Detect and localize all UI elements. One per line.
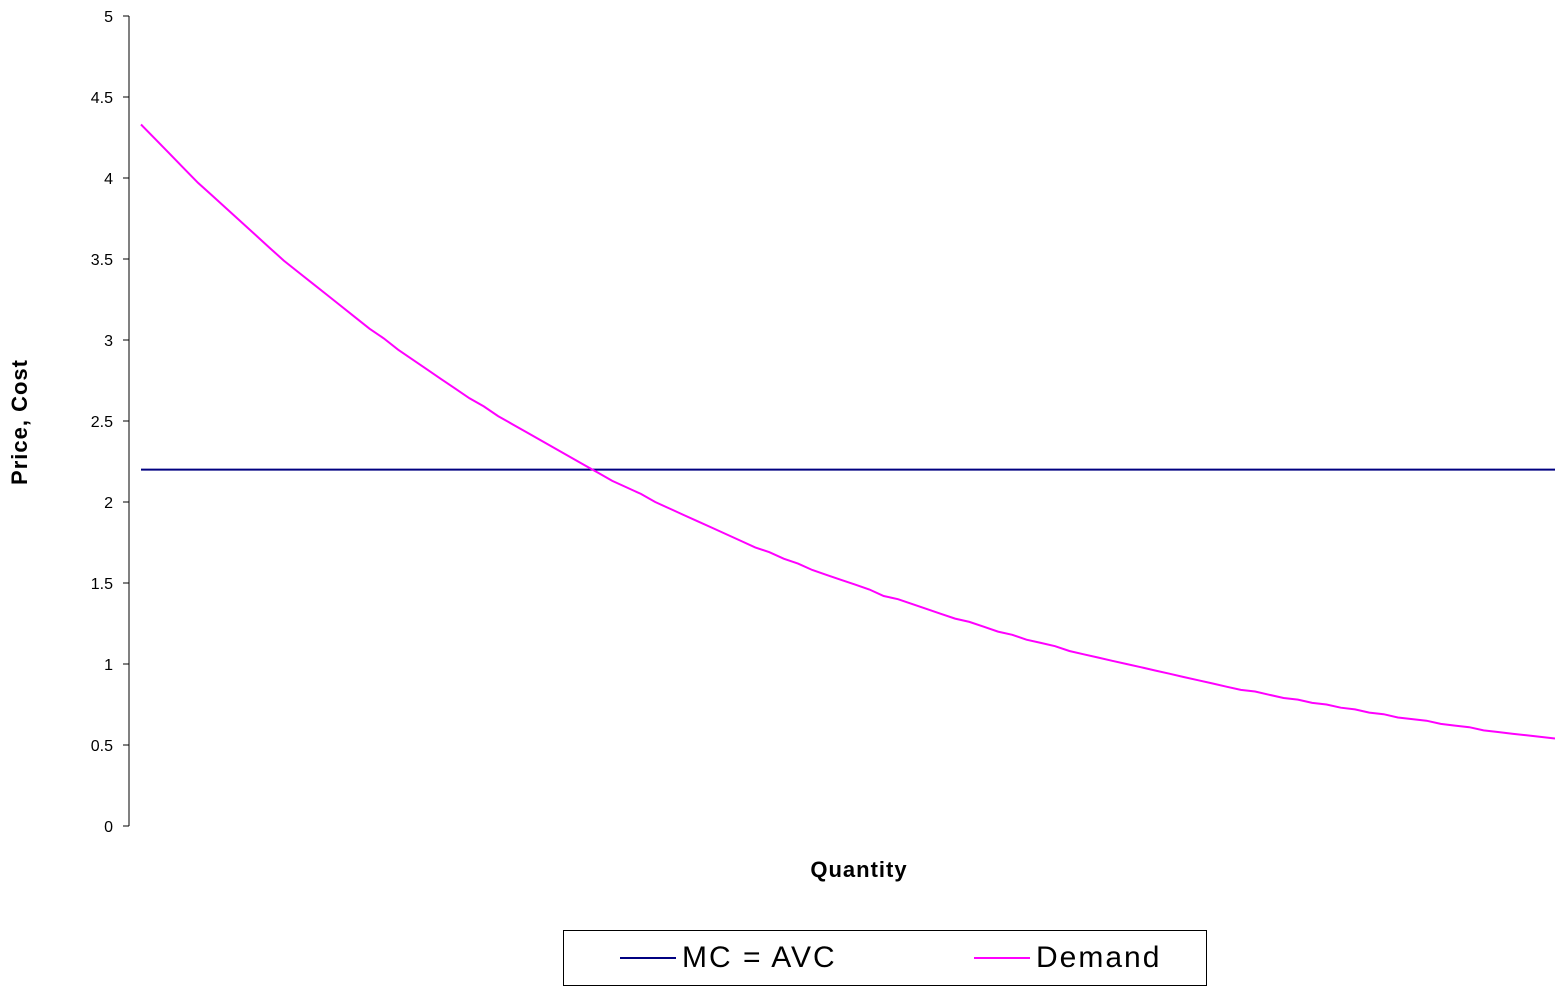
- y-axis-title: Price, Cost: [7, 359, 32, 485]
- y-tick-label: 0: [104, 819, 113, 836]
- legend-item-demand: Demand: [974, 931, 1161, 985]
- y-tick-label: 5: [104, 9, 113, 26]
- y-tick-label: 1.5: [91, 576, 113, 593]
- y-tick-label: 2: [104, 495, 113, 512]
- legend-label-demand: Demand: [1036, 941, 1162, 974]
- y-tick-label: 0.5: [91, 738, 113, 755]
- series-line-demand: [140, 123, 1555, 740]
- legend-swatch-mc-avc: [620, 957, 676, 959]
- y-tick-label: 1: [104, 657, 113, 674]
- legend-label-mc-avc: MC = AVC: [682, 941, 837, 974]
- chart: 0 0.5 1 1.5 2 2.5 3 3.5 4 4.5 5 Price, Cost Quanti…: [7, 9, 1555, 882]
- y-tick-label: 4.5: [91, 90, 113, 107]
- legend-swatch-demand: [974, 957, 1030, 959]
- y-tick-label: 3: [104, 333, 113, 350]
- y-tick-label: 2.5: [91, 414, 113, 431]
- x-axis-title: Quantity: [810, 857, 907, 882]
- legend: MC = AVC Demand: [563, 930, 1207, 986]
- y-tick-label: 4: [104, 171, 113, 188]
- y-tick-label: 3.5: [91, 252, 113, 269]
- legend-item-mc-avc: MC = AVC: [620, 931, 837, 985]
- plot-lines: [140, 123, 1555, 740]
- y-axis: 0 0.5 1 1.5 2 2.5 3 3.5 4 4.5 5: [91, 9, 130, 836]
